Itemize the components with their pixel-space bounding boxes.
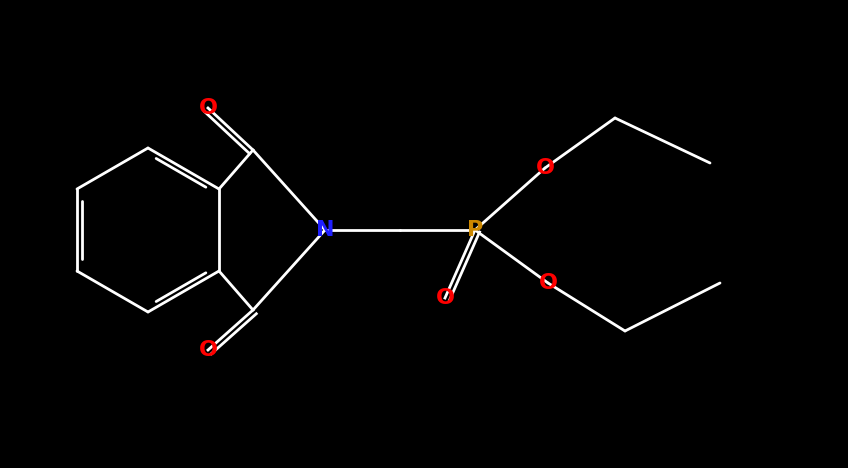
- Text: O: O: [198, 340, 217, 360]
- Text: O: O: [535, 158, 555, 178]
- Text: O: O: [538, 273, 557, 293]
- Text: P: P: [467, 220, 483, 240]
- Text: O: O: [436, 288, 455, 308]
- Text: O: O: [198, 98, 217, 118]
- Text: N: N: [315, 220, 334, 240]
